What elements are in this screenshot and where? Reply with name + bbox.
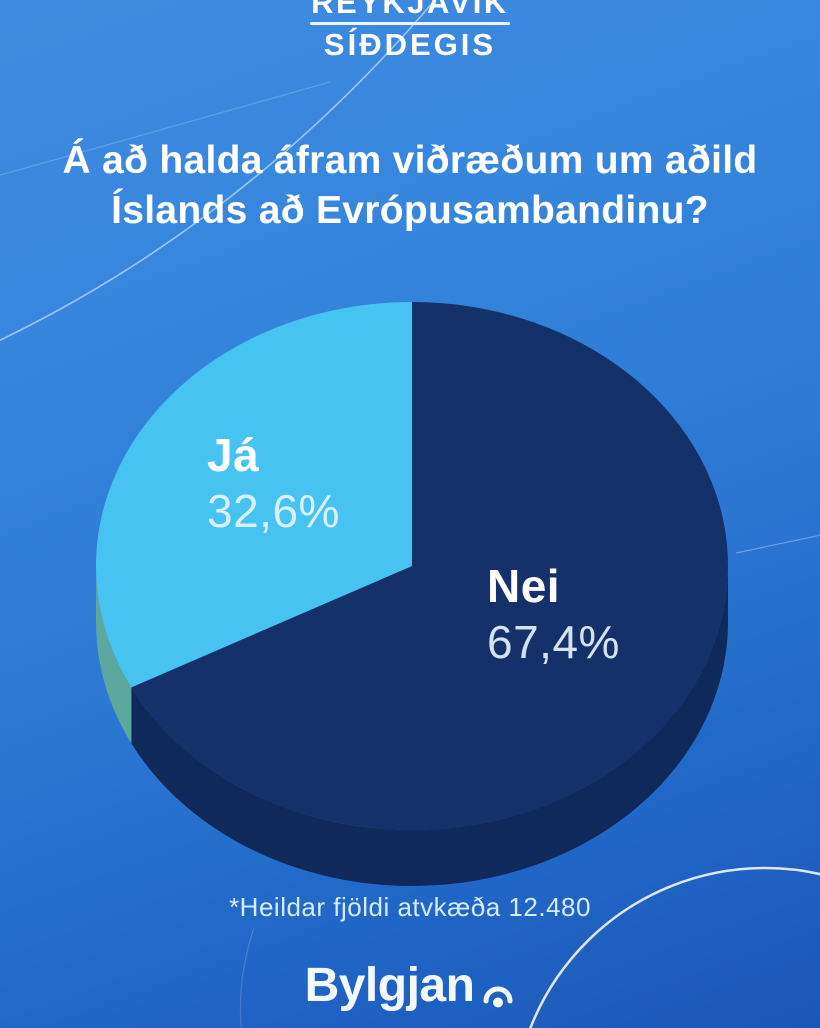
show-logo: REYKJAVÍK SÍÐDEGIS xyxy=(0,0,820,63)
slice-value-nei: 67,4% xyxy=(487,616,620,668)
slice-label-ja: Já xyxy=(207,429,260,481)
bylgjan-wordmark: Bylgjan xyxy=(304,959,475,1012)
station-logo: Bylgjan xyxy=(0,958,820,1013)
show-logo-line2: SÍÐDEGIS xyxy=(323,27,497,62)
slice-value-ja: 32,6% xyxy=(207,485,340,537)
show-logo-line1: REYKJAVÍK xyxy=(311,0,509,20)
question-line-1: Á að halda áfram viðræðum um aðild xyxy=(62,139,758,182)
nei-slice-side xyxy=(131,566,728,887)
slice-label-nei: Nei xyxy=(487,560,561,612)
já-slice-side xyxy=(96,566,132,744)
slice-callout-ja: Já 32,6% xyxy=(207,432,340,534)
poll-question: Á að halda áfram viðræðum um aðild Íslan… xyxy=(0,136,820,236)
slice-callout-nei: Nei 67,4% xyxy=(487,563,620,665)
logo-divider xyxy=(310,22,510,25)
decor-line-right xyxy=(735,534,820,554)
total-votes-note: *Heildar fjöldi atvkæða 12.480 xyxy=(229,892,591,922)
nei-slice-top xyxy=(131,302,728,831)
question-line-2: Íslands að Evrópusambandinu? xyxy=(111,189,709,232)
broadcast-icon xyxy=(481,980,515,1015)
